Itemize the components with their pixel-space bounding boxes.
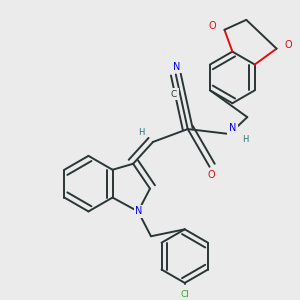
- Text: N: N: [135, 206, 143, 216]
- Text: H: H: [242, 136, 248, 145]
- Text: O: O: [285, 40, 292, 50]
- Text: O: O: [208, 170, 215, 180]
- Text: H: H: [138, 128, 144, 136]
- Text: Cl: Cl: [180, 290, 189, 299]
- Text: O: O: [209, 21, 216, 31]
- Text: C: C: [171, 90, 177, 99]
- Text: N: N: [229, 123, 236, 133]
- Text: N: N: [173, 61, 181, 71]
